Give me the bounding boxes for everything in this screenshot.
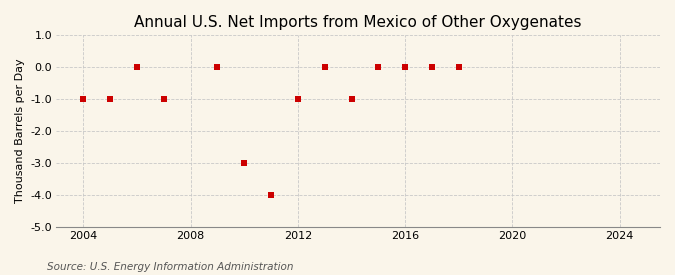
Title: Annual U.S. Net Imports from Mexico of Other Oxygenates: Annual U.S. Net Imports from Mexico of O… [134,15,582,30]
Text: Source: U.S. Energy Information Administration: Source: U.S. Energy Information Administ… [47,262,294,272]
Y-axis label: Thousand Barrels per Day: Thousand Barrels per Day [15,59,25,203]
